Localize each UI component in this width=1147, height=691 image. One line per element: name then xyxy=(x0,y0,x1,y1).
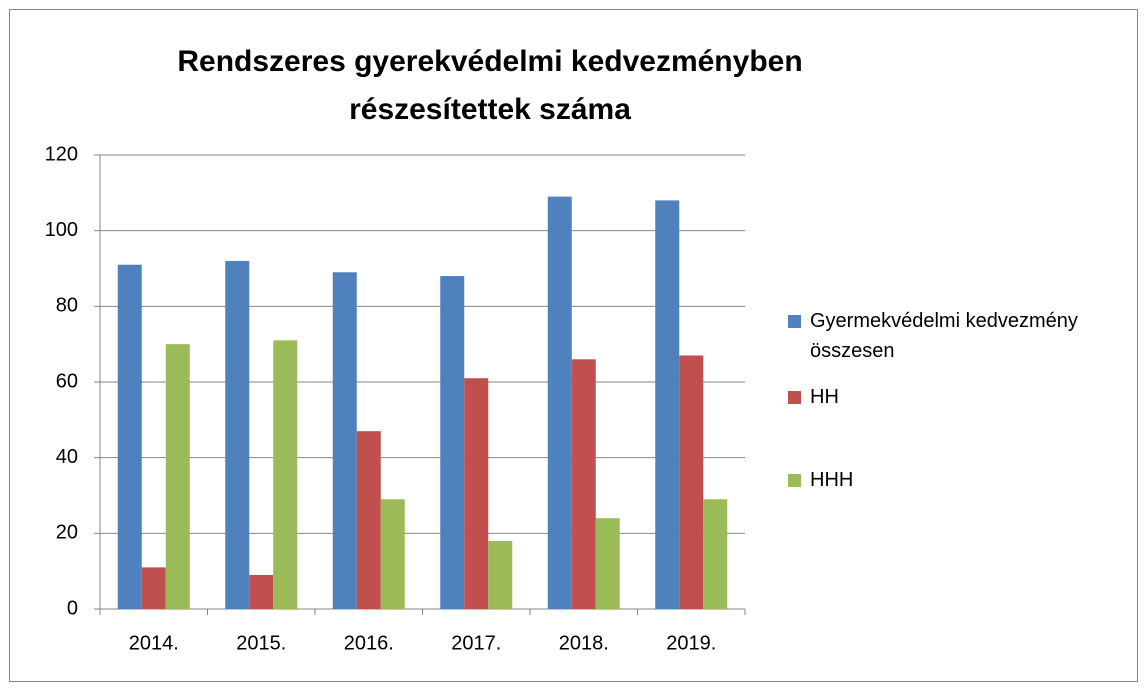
legend-swatch xyxy=(788,474,801,487)
y-tick-label: 80 xyxy=(56,295,78,317)
bar xyxy=(141,567,166,609)
bar xyxy=(249,574,274,609)
bar xyxy=(165,344,190,609)
y-tick-label: 120 xyxy=(45,143,78,165)
y-tick-label: 40 xyxy=(56,446,78,468)
legend: Gyermekvédelmi kedvezmény összesen HH HHH xyxy=(788,306,1138,511)
bar xyxy=(547,196,572,609)
bar xyxy=(225,260,250,609)
bar xyxy=(117,264,142,609)
bar xyxy=(440,276,465,609)
x-tick-label: 2014. xyxy=(129,632,179,654)
y-tick-label: 60 xyxy=(56,370,78,392)
chart-title: Rendszeres gyerekvédelmi kedvezményben r… xyxy=(177,45,803,126)
bar xyxy=(332,272,357,609)
legend-label: HH xyxy=(810,386,839,408)
legend-label: Gyermekvédelmi kedvezmény összesen xyxy=(810,310,1078,362)
y-tick-label: 0 xyxy=(67,597,78,619)
bar xyxy=(464,378,489,609)
bar xyxy=(679,355,704,609)
chart-border xyxy=(9,9,1138,682)
x-tick-label: 2017. xyxy=(451,632,501,654)
bar xyxy=(655,200,680,609)
x-tick-label: 2016. xyxy=(344,632,394,654)
bar xyxy=(356,431,381,609)
legend-entry: HHH xyxy=(788,465,1130,495)
legend-swatch xyxy=(788,391,801,404)
bar xyxy=(571,359,596,609)
bar xyxy=(273,340,298,609)
x-tick-label: 2015. xyxy=(236,632,286,654)
legend-entry: HH xyxy=(788,382,1130,412)
x-tick-label: 2018. xyxy=(559,632,609,654)
bar xyxy=(488,540,513,609)
bar xyxy=(595,518,620,609)
legend-label: HHH xyxy=(810,469,854,491)
x-tick-label: 2019. xyxy=(666,632,716,654)
bar xyxy=(380,499,405,609)
bar xyxy=(703,499,728,609)
legend-swatch xyxy=(788,315,801,328)
legend-entry: Gyermekvédelmi kedvezmény összesen xyxy=(788,306,1130,366)
y-tick-label: 20 xyxy=(56,522,78,544)
y-tick-label: 100 xyxy=(45,219,78,241)
